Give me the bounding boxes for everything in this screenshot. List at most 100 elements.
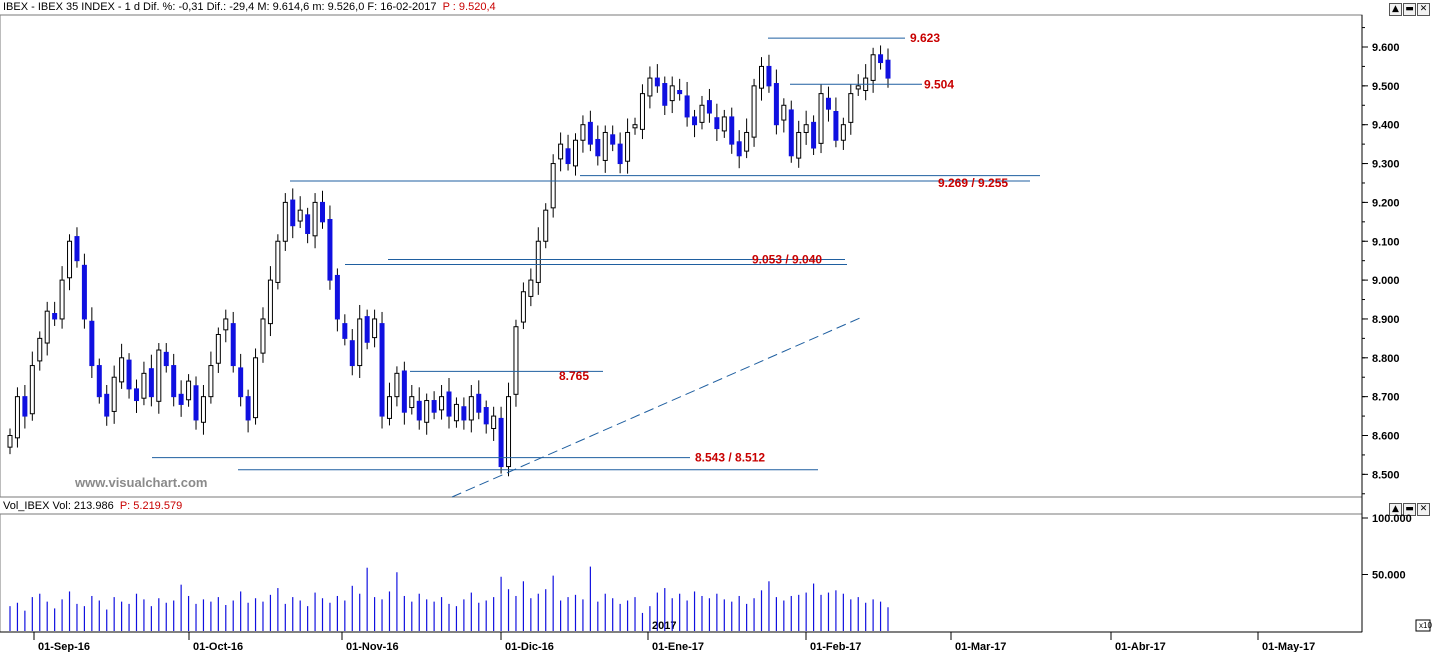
candle-body: [498, 417, 504, 468]
watermark: www.visualchart.com: [74, 475, 207, 490]
price-pane-up-button[interactable]: ▲: [1389, 3, 1402, 16]
candle-body: [230, 323, 236, 367]
candle-body: [803, 124, 809, 133]
candle-body: [885, 59, 891, 79]
candle-body: [349, 340, 355, 367]
candle-body: [491, 415, 497, 430]
candle-body: [662, 83, 668, 106]
price-header: IBEX - IBEX 35 INDEX - 1 d Dif. %: -0,31…: [3, 1, 496, 13]
candle-body: [453, 403, 459, 422]
candle-body: [260, 318, 266, 354]
candle-body: [416, 400, 422, 421]
candle-body: [476, 393, 482, 413]
candle-body: [751, 85, 757, 138]
candle-body: [736, 141, 742, 157]
candle-body: [639, 93, 645, 130]
candle-body: [193, 385, 199, 421]
volume-pane-up-button[interactable]: ▲: [1389, 503, 1402, 516]
candle-body: [833, 110, 839, 141]
candle-body: [796, 131, 802, 159]
candle-body: [200, 396, 206, 423]
candle-body: [617, 143, 623, 165]
candle-body: [290, 199, 296, 227]
candle-body: [364, 316, 370, 343]
candle-body: [878, 54, 884, 64]
volume-scale-label: x10: [1419, 621, 1432, 630]
candle-body: [647, 77, 653, 97]
candle-body: [654, 77, 660, 87]
candle-body: [610, 134, 616, 145]
candle-body: [327, 218, 333, 281]
date-label: 01-Dic-16: [505, 641, 554, 652]
volume-tick-label: 50.000: [1372, 570, 1406, 582]
price-header-title: IBEX - IBEX 35 INDEX - 1 d Dif. %: -0,31…: [3, 1, 437, 13]
candle-body: [439, 396, 445, 411]
level-label: 8.765: [559, 369, 589, 383]
candle-body: [186, 380, 192, 401]
candle-body: [625, 131, 631, 162]
candle-body: [699, 104, 705, 123]
candle-body: [669, 85, 675, 102]
volume-header: Vol_IBEX Vol: 213.986 P: 5.219.579: [3, 500, 182, 512]
date-label: 01-Oct-16: [193, 641, 243, 652]
candle-body: [81, 264, 87, 320]
date-label: 01-Nov-16: [346, 641, 399, 652]
candle-body: [104, 393, 110, 417]
candle-body: [111, 376, 117, 412]
candle-body: [788, 109, 794, 157]
price-tick-label: 8.900: [1372, 314, 1400, 326]
volume-pane-minimize-button[interactable]: ▬: [1403, 503, 1416, 516]
candle-body: [282, 201, 288, 242]
price-tick-label: 9.400: [1372, 120, 1400, 132]
date-label: 01-Sep-16: [38, 641, 90, 652]
candle-body: [431, 400, 437, 413]
candle-body: [781, 104, 787, 121]
candle-body: [223, 318, 229, 331]
candle-body: [692, 116, 698, 126]
candle-body: [141, 372, 147, 399]
candle-body: [572, 139, 578, 167]
volume-pane-close-button[interactable]: ✕: [1417, 503, 1430, 516]
candle-body: [468, 396, 474, 421]
volume-header-last: P: 5.219.579: [119, 500, 183, 512]
candle-body: [446, 391, 452, 417]
candle-body: [550, 163, 556, 209]
candle-body: [684, 95, 690, 118]
candle-body: [215, 333, 221, 364]
candle-body: [766, 65, 772, 87]
candle-body: [595, 138, 601, 157]
price-pane-close-button[interactable]: ✕: [1417, 3, 1430, 16]
candle-body: [334, 274, 340, 320]
price-tick-label: 9.600: [1372, 42, 1400, 54]
candle-body: [52, 313, 58, 320]
candle-body: [394, 372, 400, 398]
candle-body: [267, 279, 273, 325]
price-pane-minimize-button[interactable]: ▬: [1403, 3, 1416, 16]
candle-body: [520, 291, 526, 323]
candle-body: [312, 201, 318, 237]
candle-body: [148, 368, 154, 398]
candle-body: [133, 388, 139, 402]
candle-body: [543, 209, 549, 242]
candle-body: [409, 396, 415, 409]
price-tick-label: 8.700: [1372, 392, 1400, 404]
candle-body: [580, 124, 586, 141]
price-header-last: P : 9.520,4: [442, 1, 496, 13]
candle-body: [14, 396, 20, 439]
candle-body: [848, 93, 854, 123]
price-tick-label: 9.500: [1372, 81, 1400, 93]
candle-body: [558, 143, 564, 160]
candle-body: [513, 326, 519, 395]
price-tick-label: 9.300: [1372, 159, 1400, 171]
candle-body: [424, 400, 430, 423]
price-pane-frame: [0, 14, 1363, 498]
candle-body: [320, 201, 326, 223]
candle-body: [632, 124, 638, 129]
volume-pane-frame: [0, 513, 1363, 633]
candle-body: [483, 407, 489, 425]
candle-body: [744, 131, 750, 152]
candle-body: [721, 116, 727, 132]
candle-body: [178, 393, 184, 405]
